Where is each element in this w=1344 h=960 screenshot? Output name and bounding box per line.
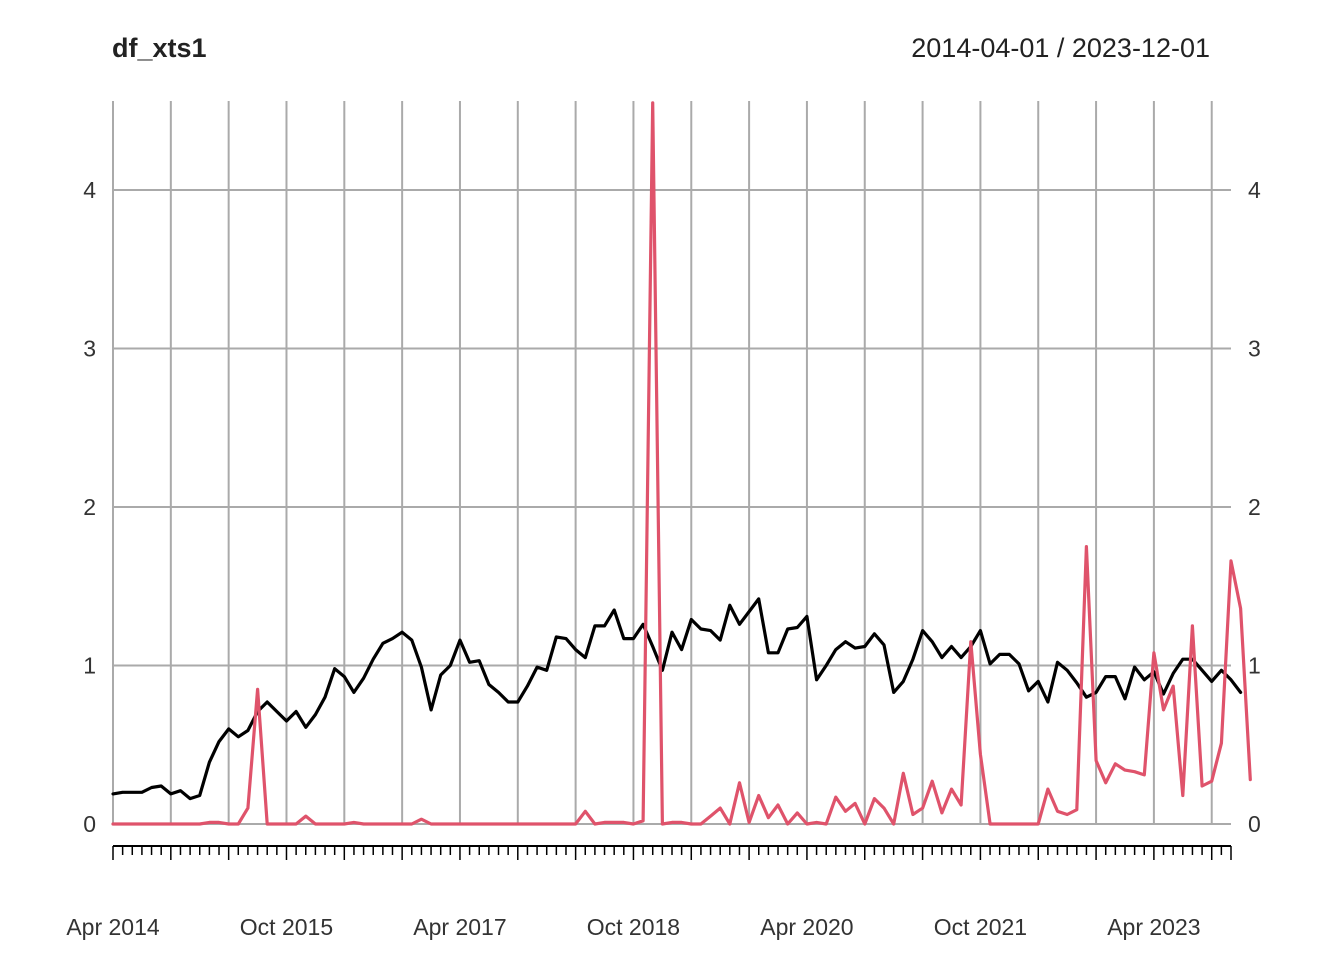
y-axis-right: 0 1 2 3 4 (1248, 177, 1261, 837)
series-line-2 (111, 101, 1252, 826)
series-line-1 (111, 597, 1243, 801)
x-tick-label: Apr 2020 (760, 914, 853, 940)
y-tick-label-left: 2 (83, 494, 96, 520)
y-tick-label-left: 4 (83, 177, 96, 203)
y-tick-label-right: 4 (1248, 177, 1261, 203)
y-tick-label-left: 1 (83, 653, 96, 679)
y-tick-label-right: 2 (1248, 494, 1261, 520)
y-axis-left: 0 1 2 3 4 (83, 177, 96, 837)
y-tick-label-right: 0 (1248, 811, 1261, 837)
grid (112, 101, 1231, 825)
chart-title: df_xts1 (112, 33, 207, 63)
series-layer (111, 101, 1252, 826)
x-tick-label: Apr 2017 (413, 914, 506, 940)
date-range-label: 2014-04-01 / 2023-12-01 (911, 33, 1210, 63)
x-tick-label: Oct 2018 (587, 914, 680, 940)
y-tick-label-left: 0 (83, 811, 96, 837)
x-tick-label: Oct 2015 (240, 914, 333, 940)
y-tick-label-right: 3 (1248, 336, 1261, 362)
y-tick-label-left: 3 (83, 336, 96, 362)
x-tick-label: Apr 2014 (66, 914, 160, 940)
x-axis: Apr 2014 Oct 2015 Apr 2017 Oct 2018 Apr 2020… (66, 845, 1232, 940)
y-tick-label-right: 1 (1248, 653, 1261, 679)
x-tick-label: Apr 2023 (1107, 914, 1200, 940)
x-tick-label: Oct 2021 (934, 914, 1027, 940)
